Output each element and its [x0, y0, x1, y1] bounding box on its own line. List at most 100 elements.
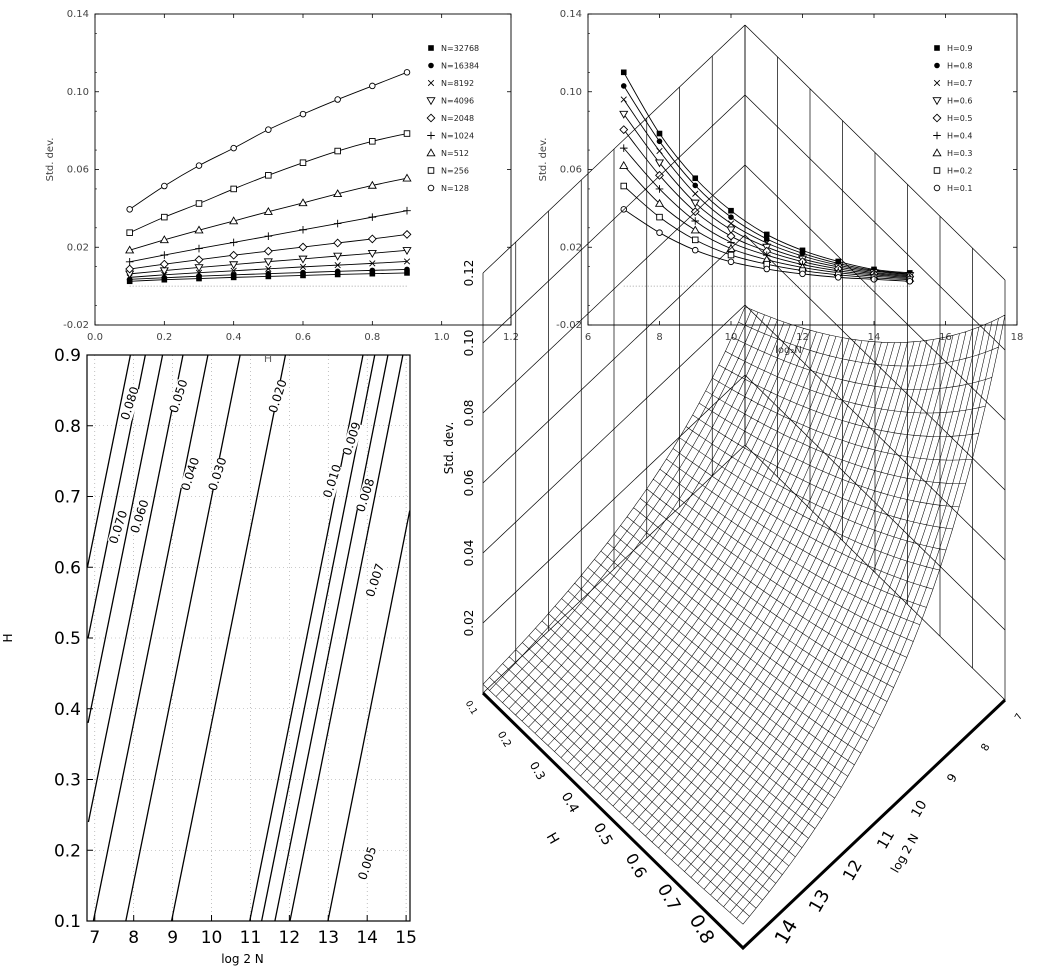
top-label: H [264, 352, 272, 365]
contour-label-bg [167, 379, 191, 414]
x-tick-label: 12 [796, 332, 809, 343]
contour-label-bg [354, 478, 377, 513]
contour-label: 0.080 [118, 385, 142, 422]
z-tick-label: 0.02 [462, 610, 476, 637]
data-point [763, 231, 770, 238]
data-point [367, 250, 377, 258]
h-axis-label: H [543, 830, 562, 847]
data-point [404, 270, 410, 276]
data-point [403, 206, 411, 215]
y-tick-label: 0.14 [67, 9, 89, 20]
x-tick-label: 10 [725, 332, 738, 343]
data-point [690, 225, 700, 234]
data-point [300, 269, 306, 276]
legend-label: H=0.3 [947, 149, 972, 158]
legend-marker [426, 97, 436, 106]
legend-label: H=0.4 [947, 132, 972, 141]
contour-line [125, 354, 241, 922]
data-point [654, 198, 665, 207]
legend-label: N=1024 [441, 132, 474, 141]
legend-marker [932, 113, 942, 123]
contour-label: 0.030 [205, 456, 229, 493]
data-point [195, 162, 203, 169]
data-point [263, 206, 273, 215]
legend-marker [426, 148, 436, 157]
data-point [125, 258, 134, 266]
data-point [264, 232, 273, 240]
data-point [403, 69, 411, 76]
y-tick-label: 0.14 [560, 9, 582, 20]
data-point [195, 244, 203, 253]
x-tick-label: 12 [279, 928, 301, 948]
z-tick-label: 0.08 [462, 400, 476, 427]
data-point [656, 229, 663, 236]
contour-label: 0.008 [353, 477, 377, 514]
data-point [369, 82, 376, 90]
data-point [402, 247, 412, 256]
data-point [727, 251, 735, 259]
x-tick-label: 18 [1011, 332, 1024, 343]
data-point [692, 236, 699, 244]
data-point [367, 234, 377, 244]
contour-label-bg [179, 456, 202, 492]
data-point [334, 268, 341, 275]
data-point [835, 274, 842, 281]
series-line [129, 133, 408, 234]
data-point [298, 242, 308, 252]
data-point [403, 130, 411, 137]
x-tick-label: 0.8 [364, 332, 380, 343]
x-tick-label: 0.6 [295, 332, 311, 343]
data-point [656, 147, 663, 155]
data-point [334, 271, 341, 278]
x-tick-label: 9 [167, 928, 178, 948]
std-dev-vs-H-chart: 0.0 0.2 0.4 0.6 0.8 1.0 1.2 -0.02 0.02 0.06 0.10 0.… [45, 9, 519, 343]
x-axis-label: log 2 N [221, 952, 264, 966]
series-line [129, 71, 408, 210]
z-tick-label: 0.10 [462, 330, 476, 357]
data-point [728, 214, 734, 220]
data-point [300, 272, 306, 279]
h-tick-label: 0.5 [590, 820, 616, 849]
h-tick-label: 0.2 [495, 729, 514, 749]
data-point [369, 267, 376, 274]
y-tick-label: 0.10 [67, 87, 89, 98]
n-tick-label: 7 [1014, 712, 1026, 722]
contour-line [170, 354, 287, 922]
std-dev-vs-log2N-chart: 6 8 10 12 14 16 18 -0.02 0.02 0.06 0.10 0.14 Std. de… [538, 9, 1023, 356]
contour-label: 0.050 [167, 378, 191, 415]
y-tick-label: 0.06 [560, 165, 582, 176]
legend-marker [427, 79, 435, 87]
contour-label-bg [119, 386, 142, 421]
y-tick-label: 0.02 [67, 242, 89, 253]
data-point [265, 126, 272, 133]
data-point [126, 206, 133, 213]
y-tick-label: 0.1 [54, 912, 81, 932]
data-point [656, 130, 663, 137]
y-axis-label: Std. dev. [538, 138, 549, 182]
data-point [299, 225, 307, 234]
legend-marker [933, 167, 941, 174]
data-point [369, 270, 376, 277]
data-point [333, 189, 343, 198]
x-tick-label: 16 [939, 332, 952, 343]
legend-label: N=512 [441, 149, 469, 158]
h-tick-label: 0.4 [558, 790, 581, 816]
data-point [263, 246, 273, 256]
data-point [194, 264, 204, 273]
data-point [763, 236, 770, 242]
data-point [656, 138, 663, 145]
legend-marker [426, 113, 436, 123]
x-tick-label: 0.4 [226, 332, 242, 343]
legend-marker [428, 45, 434, 51]
data-point [726, 226, 736, 235]
data-point [620, 96, 627, 103]
y-tick-label: 0.9 [54, 346, 81, 366]
data-point [367, 180, 377, 189]
data-point [194, 255, 204, 265]
y-tick-label: -0.02 [556, 320, 582, 331]
data-point [299, 159, 307, 166]
contour-label-bg [128, 499, 152, 534]
data-point [368, 213, 377, 221]
x-axis-label: log₂N [775, 345, 802, 356]
